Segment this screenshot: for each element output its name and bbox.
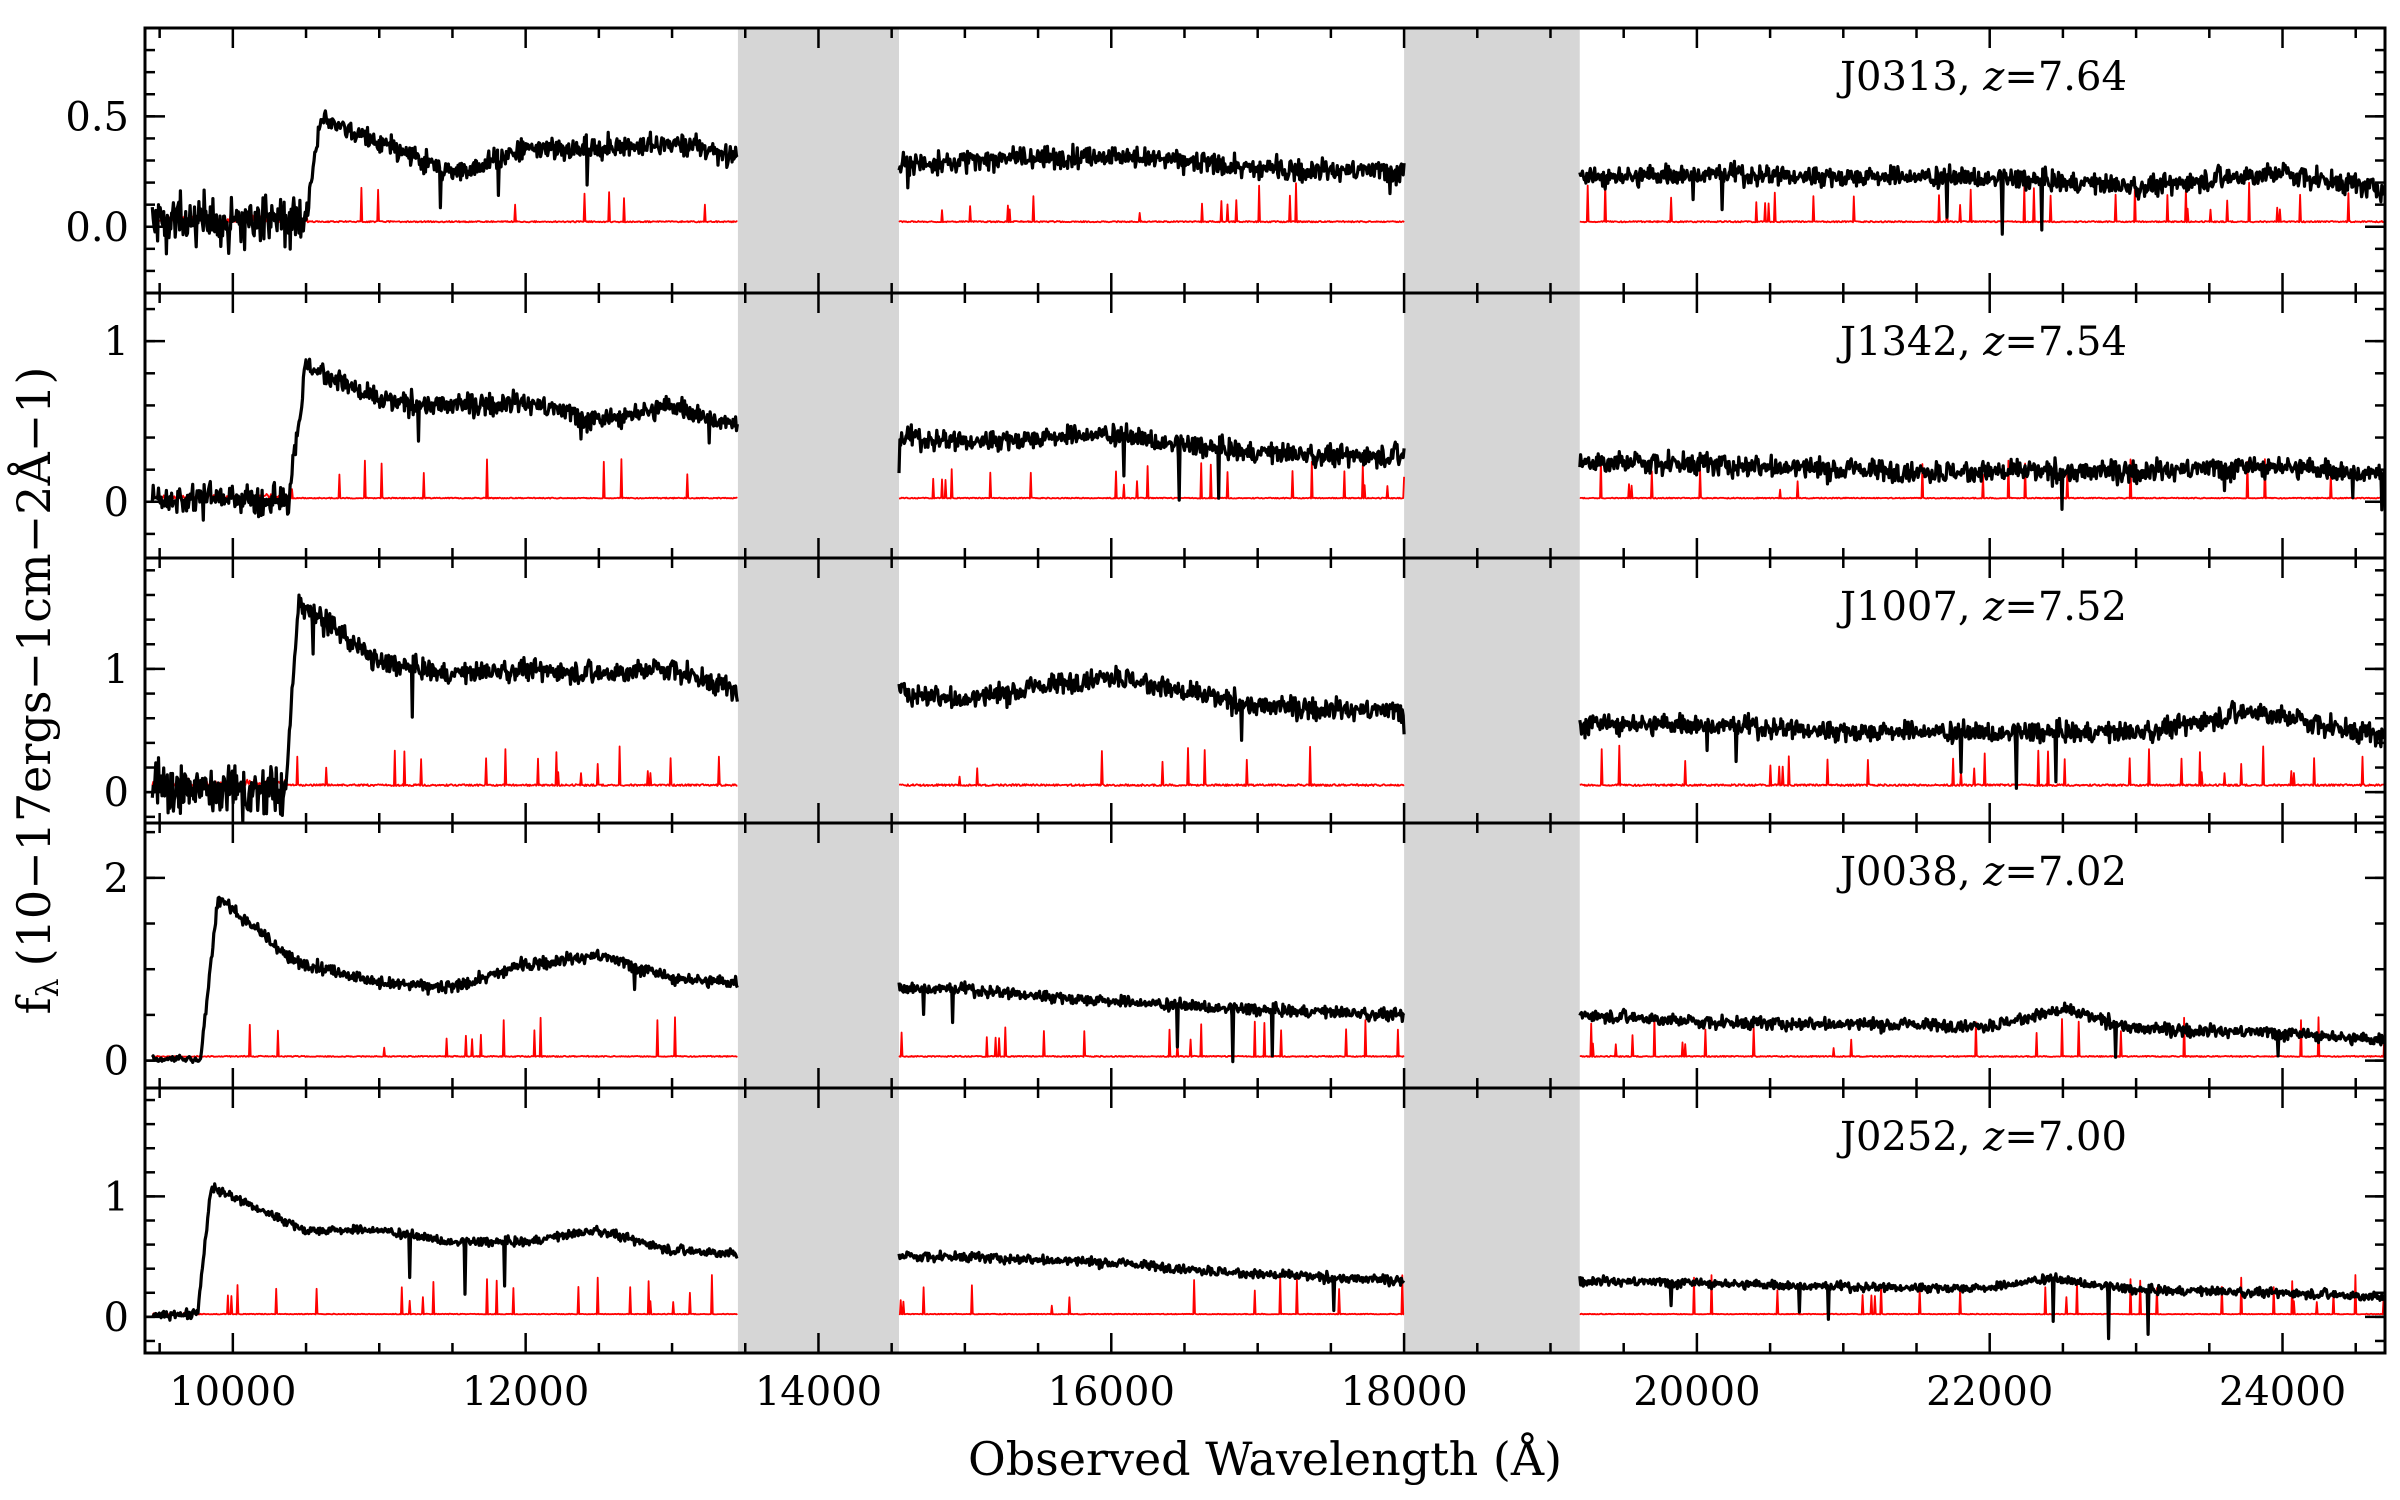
flux-spectrum-segment: [150, 109, 739, 256]
error-spectrum-segment: [152, 1274, 738, 1316]
y-tick-label: 1: [104, 1174, 129, 1220]
y-axis-label-units: (10−17ergs−1cm−2Å−1): [6, 367, 61, 967]
y-tick-label: 2: [104, 856, 129, 902]
error-spectrum-segment: [898, 182, 1405, 224]
panel-label: J0038, z=7.02: [1836, 849, 2127, 895]
panel-label-z-value: =7.54: [2004, 319, 2127, 365]
spectrum-group: [150, 895, 2385, 1064]
flux-spectrum-segment: [897, 422, 1406, 502]
error-spectrum-segment: [151, 458, 738, 500]
panel-j1342: 0 1 J1342, z=7.54: [104, 291, 2387, 560]
telluric-gap-band: [737, 558, 899, 823]
error-spectrum-segment: [1579, 744, 2385, 787]
telluric-gap-band: [1404, 1088, 1580, 1353]
panel-label-z-value: =7.64: [2004, 54, 2127, 100]
flux-spectrum-segment: [151, 1182, 739, 1322]
flux-spectrum-segment: [897, 142, 1406, 196]
flux-spectrum-segment: [897, 664, 1406, 742]
x-tick-label: 12000: [462, 1369, 589, 1415]
panel-label-z-symbol: z: [1982, 1114, 2005, 1160]
y-tick-label: 0: [104, 1295, 129, 1341]
panel-label-name: J0313,: [1836, 54, 1983, 100]
telluric-gap-band: [1404, 558, 1580, 823]
flux-spectrum-segment: [150, 895, 739, 1064]
flux-spectrum-segment: [1578, 1001, 2385, 1059]
flux-spectrum-segment: [1578, 1272, 2385, 1341]
panel-label: J1007, z=7.52: [1836, 584, 2127, 630]
spectrum-group: [150, 357, 2385, 522]
panel-j0252: 0 1 J0252, z=7.00: [104, 1086, 2387, 1355]
error-spectrum-segment: [1579, 458, 2385, 500]
panel-label: J1342, z=7.54: [1836, 319, 2127, 365]
x-tick-label: 10000: [169, 1369, 296, 1415]
panel-label: J0313, z=7.64: [1836, 54, 2127, 100]
x-tick-label: 22000: [1926, 1369, 2053, 1415]
x-axis-label: Observed Wavelength (Å): [968, 1431, 1562, 1486]
x-tick-label: 20000: [1633, 1369, 1760, 1415]
panel-j0313: 0.0 0.5 J0313, z=7.64: [65, 26, 2387, 295]
flux-spectrum-segment: [897, 980, 1406, 1064]
panel-label-z-value: =7.00: [2004, 1114, 2127, 1160]
error-spectrum-segment: [898, 1019, 1405, 1058]
telluric-gap-band: [737, 28, 899, 293]
error-spectrum-segment: [1579, 1016, 2385, 1058]
panel-j0038: 0 2 J0038, z=7.02: [104, 821, 2387, 1090]
flux-spectrum-segment: [1578, 448, 2385, 512]
panel-label-name: J0252,: [1836, 1114, 1983, 1160]
error-spectrum-segment: [898, 1274, 1405, 1316]
y-tick-label: 0.5: [65, 94, 129, 140]
flux-spectrum-segment: [1578, 159, 2385, 236]
panel-label-z-value: =7.52: [2004, 584, 2127, 630]
telluric-gap-band: [1404, 28, 1580, 293]
panel-label-name: J0038,: [1836, 849, 1983, 895]
error-spectrum-segment: [898, 460, 1405, 500]
error-spectrum-segment: [899, 745, 1405, 787]
telluric-gap-band: [737, 1088, 899, 1353]
flux-spectrum-segment: [150, 593, 739, 823]
panel-label-name: J1342,: [1836, 319, 1983, 365]
spectrum-group: [150, 593, 2385, 823]
y-tick-label: 0.0: [65, 205, 129, 251]
panel-label: J0252, z=7.00: [1836, 1114, 2127, 1160]
flux-spectrum-segment: [1578, 699, 2385, 790]
panel-label-z-symbol: z: [1982, 584, 2005, 630]
y-tick-label: 1: [104, 647, 129, 693]
x-tick-label: 14000: [755, 1369, 882, 1415]
error-spectrum-segment: [151, 1016, 738, 1058]
error-spectrum-segment: [1579, 1274, 2385, 1316]
y-axis-label-symbol: f: [7, 994, 61, 1014]
y-tick-label: 1: [104, 319, 129, 365]
spectrum-group: [150, 109, 2385, 256]
telluric-gap-band: [1404, 823, 1580, 1088]
y-axis-label: fλ (10−17ergs−1cm−2Å−1): [6, 367, 66, 1015]
y-tick-label: 0: [104, 1039, 129, 1085]
panel-label-name: J1007,: [1836, 584, 1983, 630]
x-tick-label: 18000: [1340, 1369, 1467, 1415]
spectrum-group: [151, 1182, 2385, 1341]
flux-spectrum-segment: [150, 357, 739, 522]
telluric-gap-band: [737, 823, 899, 1088]
error-spectrum-segment: [151, 745, 738, 787]
telluric-gap-band: [737, 293, 899, 558]
y-axis-label-subscript: λ: [31, 978, 66, 997]
panel-label-z-value: =7.02: [2004, 849, 2127, 895]
panel-label-z-symbol: z: [1982, 54, 2005, 100]
panel-j1007: 0 1 J1007, z=7.52: [104, 556, 2387, 825]
x-tick-label: 24000: [2219, 1369, 2346, 1415]
error-spectrum-segment: [1579, 181, 2385, 224]
panel-label-z-symbol: z: [1982, 319, 2005, 365]
panel-label-z-symbol: z: [1982, 849, 2005, 895]
y-tick-label: 0: [104, 770, 129, 816]
x-tick-label: 16000: [1048, 1369, 1175, 1415]
flux-spectrum-segment: [897, 1249, 1406, 1313]
y-tick-label: 0: [104, 480, 129, 526]
telluric-gap-band: [1404, 293, 1580, 558]
